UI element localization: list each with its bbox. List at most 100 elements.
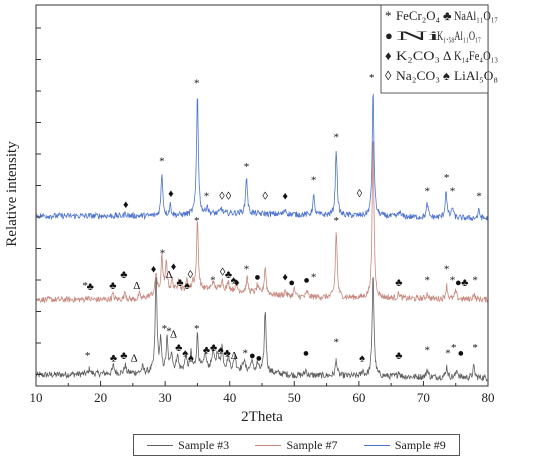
peak-marker: ♣ — [225, 269, 232, 281]
peak-marker: ◊ — [219, 191, 225, 203]
peak-marker: ◊ — [357, 188, 363, 200]
peak-marker: ● — [249, 350, 256, 362]
legend-item-sample-7: Sample #7 — [255, 438, 337, 453]
peak-marker: ♠ — [359, 353, 365, 365]
peak-marker: ♦ — [123, 199, 129, 211]
peak-marker: * — [450, 274, 456, 286]
phase-legend-symbol: ♦ — [385, 48, 392, 63]
peak-marker: ♣ — [395, 350, 402, 362]
peak-marker: Δ — [170, 328, 177, 340]
legend-item-sample-9: Sample #9 — [363, 437, 446, 453]
legend-label: Sample #3 — [178, 437, 230, 452]
peak-marker: Δ — [165, 269, 172, 281]
phase-legend-label: K₂CO₃ — [396, 48, 440, 63]
x-tick-label: 30 — [159, 390, 172, 405]
peak-marker: * — [159, 156, 165, 168]
peak-marker: * — [194, 77, 200, 89]
peak-marker: * — [445, 347, 451, 359]
peak-marker: * — [166, 326, 172, 338]
peak-marker: * — [334, 215, 340, 227]
series-line-3 — [35, 93, 489, 222]
peak-marker: ♣ — [120, 350, 127, 362]
peak-marker: * — [450, 185, 456, 197]
phase-legend-label: K₁₄Fe₄O₁₃ — [454, 48, 498, 63]
peak-marker: ♠ — [188, 353, 194, 365]
legend-label: Sample #7 — [286, 437, 338, 452]
peak-marker: ♣ — [210, 342, 217, 354]
peak-marker: ♣ — [224, 347, 231, 359]
phase-legend-label: NaAl₁₁O₁₇ — [454, 8, 498, 23]
peak-marker: * — [425, 274, 431, 286]
peak-marker: * — [194, 215, 200, 227]
phase-legend-label: LiAl₅O₈ — [454, 68, 498, 83]
peak-marker: ● — [255, 353, 262, 365]
peak-marker: ♣ — [109, 280, 116, 292]
peak-marker: ● — [303, 274, 310, 286]
legend-swatch — [255, 444, 282, 446]
peak-marker: ◊ — [188, 269, 194, 281]
peak-marker: * — [160, 247, 166, 259]
peak-marker: * — [425, 345, 431, 357]
phase-legend-symbol: ● — [385, 28, 393, 43]
peak-marker: ◊ — [263, 191, 269, 203]
peak-marker: * — [476, 191, 482, 203]
peak-markers: * ♣ ♣ Δ* *Δ♣ ♠ ♠*♣ ♣ ♠ ♣ Δ * ● ● ●*♠ ♣ * * * ● **♣ ♣♣Δ♦*Δ♦♣ ♠◊… — [82, 72, 481, 365]
peak-marker: ♣ — [461, 277, 468, 289]
peak-marker: * — [451, 342, 457, 354]
x-tick-label: 80 — [482, 390, 495, 405]
peak-marker: * — [369, 72, 375, 84]
peak-marker: ♣ — [87, 281, 94, 293]
phase-legend-label: Ni — [396, 28, 441, 43]
peak-marker: ♣ — [110, 353, 117, 365]
series-line-1 — [35, 276, 488, 382]
peak-marker: * — [244, 161, 250, 173]
peak-marker: ♠ — [231, 274, 237, 286]
peak-marker: * — [242, 347, 248, 359]
phase-legend-symbol: ◊ — [385, 68, 392, 83]
peak-marker: ♣ — [175, 342, 182, 354]
x-tick-label: 50 — [288, 390, 301, 405]
peak-marker: ◊ — [226, 191, 232, 203]
peak-marker: ● — [455, 277, 462, 289]
peak-marker: ♠ — [182, 347, 188, 359]
peak-marker: ♣ — [176, 277, 183, 289]
phase-legend-symbol: ♣ — [443, 8, 452, 23]
plot-series — [35, 93, 489, 382]
series-line-2 — [35, 141, 489, 304]
peak-marker: ● — [288, 277, 295, 289]
series-legend: Sample #3 Sample #7 Sample #9 — [133, 434, 460, 456]
peak-marker: * — [334, 131, 340, 143]
peak-marker: ● — [303, 347, 310, 359]
phase-legend-symbol: ♠ — [443, 68, 450, 83]
peak-marker: ● — [458, 347, 465, 359]
phase-legend-symbol: * — [385, 8, 392, 23]
peak-marker: ♣ — [395, 277, 402, 289]
peak-marker: * — [444, 264, 450, 276]
peak-marker: * — [210, 274, 216, 286]
peak-marker: * — [444, 172, 450, 184]
x-axis-label: 2Theta — [241, 409, 283, 425]
peak-marker: * — [85, 350, 91, 362]
peak-marker: ♦ — [168, 188, 174, 200]
x-tick-label: 60 — [352, 390, 365, 405]
peak-marker: * — [82, 280, 88, 292]
peak-marker: * — [194, 323, 200, 335]
peak-marker: ♣ — [120, 269, 127, 281]
y-axis-label: Relative intensity — [4, 141, 20, 247]
legend-label: Sample #9 — [394, 437, 446, 452]
peak-marker: Δ — [133, 280, 140, 292]
x-tick-label: 40 — [223, 390, 236, 405]
peak-marker: ♦ — [282, 272, 288, 284]
phase-legend-symbol: Δ — [443, 48, 451, 63]
peak-marker: ♦ — [234, 277, 240, 289]
peak-marker: * — [162, 323, 168, 335]
axes: 10 20 30 40 50 60 70 80 — [30, 4, 495, 405]
peak-marker: * — [311, 175, 317, 187]
x-tick-label: 70 — [417, 390, 430, 405]
peak-marker: ♠ — [184, 280, 190, 292]
peak-marker: * — [311, 272, 317, 284]
phase-legend-label: Na₂CO₃ — [396, 68, 440, 83]
legend-swatch — [147, 444, 174, 446]
